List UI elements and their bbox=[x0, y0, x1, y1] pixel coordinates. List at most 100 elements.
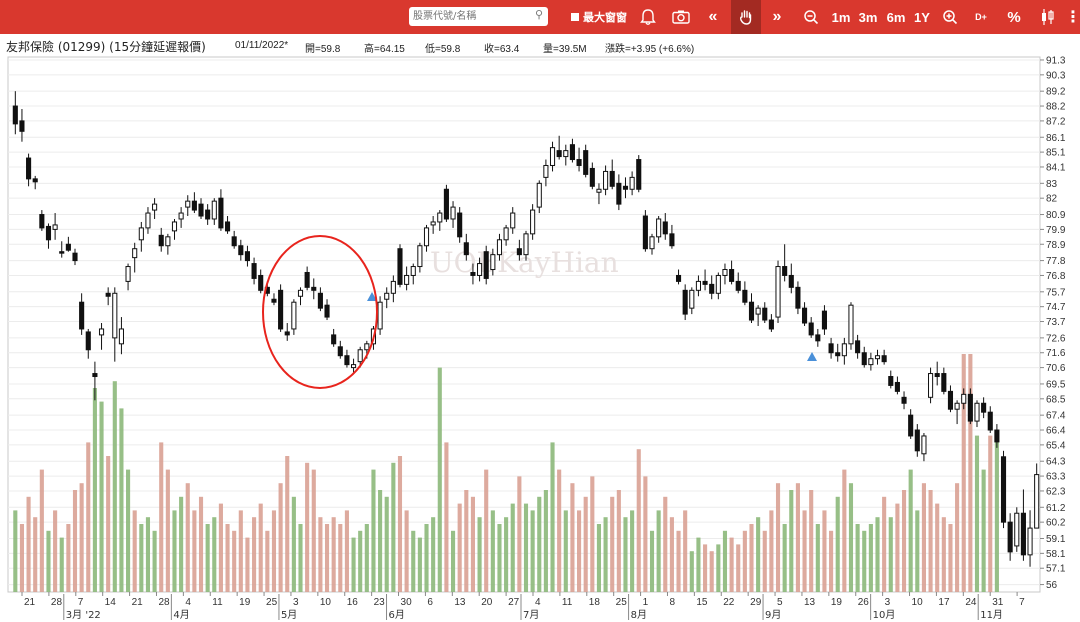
volume-bar bbox=[848, 483, 854, 592]
candle-down bbox=[470, 271, 476, 276]
candle-down bbox=[742, 289, 748, 303]
bell-icon[interactable] bbox=[636, 0, 660, 34]
volume-bar bbox=[742, 530, 747, 592]
camera-icon[interactable] bbox=[668, 0, 694, 34]
volume-bar bbox=[795, 483, 800, 592]
y-tick-label: 57.1 bbox=[1046, 564, 1066, 575]
volume-bar bbox=[192, 510, 197, 592]
candle-down bbox=[815, 334, 821, 342]
candle-down bbox=[26, 157, 32, 180]
candle-down bbox=[105, 292, 111, 297]
candle-down bbox=[788, 274, 794, 288]
candle-down bbox=[311, 286, 317, 291]
candle-up bbox=[695, 280, 701, 291]
candle-down bbox=[622, 185, 629, 190]
volume-bar bbox=[570, 483, 575, 592]
volume-bar bbox=[278, 483, 283, 592]
volume-bar bbox=[928, 490, 933, 592]
candle-up bbox=[1034, 474, 1040, 529]
zoom-out-icon[interactable] bbox=[798, 0, 824, 34]
alert-bell-icon[interactable] bbox=[807, 352, 817, 361]
more-icon[interactable]: ⋮ bbox=[1065, 9, 1080, 26]
quote-date: 01/11/2022* bbox=[235, 40, 289, 51]
scroll-right-icon[interactable]: » bbox=[772, 8, 782, 25]
candle-down bbox=[768, 319, 774, 330]
volume-bar bbox=[126, 469, 131, 592]
candle-down bbox=[589, 167, 595, 187]
x-tick-label: 3 bbox=[885, 597, 891, 608]
month-label: 4月 bbox=[173, 609, 189, 621]
candle-down bbox=[32, 178, 38, 183]
range-1y-button[interactable]: 1Y bbox=[914, 9, 930, 25]
candle-up bbox=[171, 221, 178, 232]
price-change: 漲跌=+3.95 (+6.6%) bbox=[605, 44, 695, 55]
volume-bar bbox=[112, 381, 117, 592]
candle-up bbox=[503, 227, 509, 241]
x-tick-label: 7 bbox=[1019, 597, 1025, 608]
candle-up bbox=[377, 301, 383, 330]
candle-down bbox=[457, 212, 463, 238]
d-plus-button[interactable]: D+ bbox=[975, 12, 987, 22]
volume-bar bbox=[543, 490, 548, 592]
zoom-in-icon[interactable] bbox=[938, 0, 962, 34]
candle-up bbox=[364, 343, 370, 351]
checkbox-icon bbox=[571, 13, 579, 21]
y-tick-label: 89.2 bbox=[1046, 87, 1066, 98]
candle-down bbox=[636, 159, 642, 190]
candle-down bbox=[669, 233, 675, 247]
candle-down bbox=[828, 343, 834, 354]
stock-search-box[interactable]: ⚲ bbox=[409, 7, 548, 26]
volume-bar bbox=[457, 503, 462, 592]
month-label: 6月 bbox=[389, 609, 405, 621]
y-tick-label: 84.1 bbox=[1046, 162, 1066, 173]
candle-down bbox=[1020, 512, 1026, 556]
range-6m-button[interactable]: 6m bbox=[886, 9, 906, 25]
scroll-left-icon[interactable]: « bbox=[708, 8, 718, 25]
volume-bar bbox=[822, 510, 827, 592]
volume-bar bbox=[46, 530, 51, 592]
volume-bar bbox=[411, 530, 416, 592]
volume-bar bbox=[464, 490, 469, 592]
candle-down bbox=[861, 352, 867, 366]
candle-down bbox=[576, 159, 582, 166]
volume-bar bbox=[490, 510, 495, 592]
range-1m-button[interactable]: 1m bbox=[831, 9, 851, 25]
candle-down bbox=[19, 120, 25, 132]
x-tick-label: 10 bbox=[320, 597, 332, 608]
range-3m-button[interactable]: 3m bbox=[858, 9, 878, 25]
volume-bar bbox=[33, 517, 38, 592]
candle-up bbox=[596, 188, 602, 193]
candle-down bbox=[59, 251, 65, 254]
candle-down bbox=[324, 304, 330, 318]
volume-bar bbox=[935, 503, 940, 592]
candle-down bbox=[72, 252, 78, 262]
volume-bar bbox=[630, 510, 635, 592]
candle-down bbox=[609, 170, 615, 187]
candle-down bbox=[642, 215, 648, 250]
volume-bar bbox=[669, 517, 674, 592]
pan-hand-icon[interactable] bbox=[731, 0, 761, 34]
y-tick-label: 75.7 bbox=[1046, 287, 1066, 298]
percent-button[interactable]: % bbox=[1007, 8, 1021, 26]
volume-bar bbox=[79, 483, 84, 592]
month-label: 3月 '22 bbox=[66, 609, 101, 621]
volume-bar bbox=[762, 530, 767, 592]
y-tick-label: 86.1 bbox=[1046, 133, 1066, 144]
search-icon[interactable]: ⚲ bbox=[534, 9, 543, 21]
volume-bar bbox=[689, 551, 694, 592]
volume-bar bbox=[649, 530, 655, 592]
candle-down bbox=[65, 243, 71, 251]
candlestick-icon[interactable] bbox=[1034, 0, 1062, 34]
alert-bell-icon[interactable] bbox=[367, 292, 377, 301]
month-label: 5月 bbox=[281, 609, 297, 621]
x-tick-label: 14 bbox=[105, 597, 117, 608]
maximize-window-button[interactable]: 最大窗窗 bbox=[565, 0, 633, 34]
candle-down bbox=[198, 203, 204, 217]
candle-up bbox=[928, 373, 934, 398]
volume-bar bbox=[424, 524, 429, 592]
search-input[interactable] bbox=[413, 8, 525, 25]
volume-bar bbox=[855, 524, 860, 592]
candle-down bbox=[881, 355, 887, 363]
volume-bar bbox=[298, 524, 303, 592]
